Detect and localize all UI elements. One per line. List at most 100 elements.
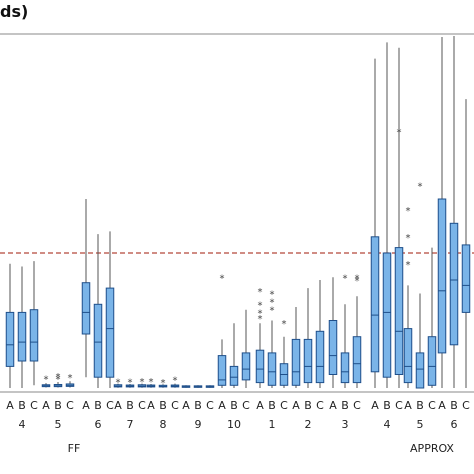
subgroup-label-A: A <box>218 399 226 412</box>
box-APPROX-1-C: * <box>279 319 289 388</box>
box-body <box>267 352 277 386</box>
box-body <box>394 247 404 376</box>
outlier-marker: * <box>56 375 61 386</box>
subgroup-label-B: B <box>18 399 26 412</box>
subgroup-label-A: A <box>147 399 155 412</box>
subgroup-label-C: C <box>106 399 114 412</box>
subgroup-label-B: B <box>416 399 424 412</box>
box-body <box>303 338 313 384</box>
box-FF-8-C: * <box>170 375 180 388</box>
box-APPROX-4-B <box>382 42 392 388</box>
box-body <box>370 236 380 373</box>
box-body <box>415 352 425 389</box>
subgroup-label-A: A <box>371 399 379 412</box>
outlier-marker: * <box>161 378 166 389</box>
subgroup-label-A: A <box>82 399 90 412</box>
box-FF-7-B: * <box>125 378 135 389</box>
box-FF-6-A <box>81 199 91 378</box>
box-FF-10-A: * <box>217 273 227 388</box>
outlier-marker: * <box>406 206 411 217</box>
outlier-marker: * <box>270 298 275 309</box>
subgroup-label-C: C <box>30 399 38 412</box>
subgroup-label-B: B <box>94 399 102 412</box>
outlier-marker: * <box>68 373 73 384</box>
box-APPROX-3-A <box>328 277 338 388</box>
box-body <box>17 311 27 362</box>
box-FF-6-C <box>105 231 115 388</box>
subgroup-label-B: B <box>159 399 167 412</box>
box-APPROX-1-A: **** <box>255 287 265 388</box>
box-FF-4-A <box>5 263 15 388</box>
box-FF-5-C: * <box>65 373 75 388</box>
box-APPROX-5-B: * <box>415 182 425 389</box>
subgroup-label-A: A <box>438 399 446 412</box>
box-body <box>241 352 251 381</box>
subgroup-label-B: B <box>341 399 349 412</box>
outlier-marker: * <box>128 378 133 389</box>
outlier-marker: * <box>258 308 263 319</box>
category-label: 5 <box>55 418 62 431</box>
box-FF-8-A: * <box>146 377 156 388</box>
category-label: 6 <box>451 418 458 431</box>
outlier-marker: * <box>44 375 49 386</box>
outlier-marker: * <box>258 314 263 325</box>
outlier-marker: * <box>397 128 402 139</box>
box-FF-7-C: * <box>137 377 147 388</box>
subgroup-label-C: C <box>66 399 74 412</box>
box-FF-4-B <box>17 266 27 388</box>
category-label: 2 <box>305 418 312 431</box>
box-FF-8-B: * <box>158 378 168 389</box>
subgroup-label-B: B <box>268 399 276 412</box>
outlier-marker: * <box>149 377 154 388</box>
box-FF-7-A: * <box>113 377 123 388</box>
outlier-marker: * <box>140 377 145 388</box>
subgroup-label-A: A <box>42 399 50 412</box>
subgroup-label-C: C <box>206 399 214 412</box>
box-APPROX-6-C <box>461 99 471 388</box>
outlier-marker: * <box>418 182 423 193</box>
box-FF-9-A <box>181 385 191 388</box>
subgroup-label-C: C <box>353 399 361 412</box>
group-label-FF: FF <box>68 442 81 455</box>
subgroup-label-B: B <box>194 399 202 412</box>
outlier-marker: * <box>406 260 411 271</box>
box-body <box>340 352 350 384</box>
subgroup-label-A: A <box>292 399 300 412</box>
subgroup-label-B: B <box>230 399 238 412</box>
subgroup-label-C: C <box>316 399 324 412</box>
box-FF-9-B <box>193 385 203 388</box>
category-label: 4 <box>19 418 26 431</box>
subgroup-label-C: C <box>395 399 403 412</box>
outlier-marker: * <box>56 372 61 383</box>
category-label: 9 <box>195 418 202 431</box>
subgroup-label-A: A <box>182 399 190 412</box>
box-body <box>449 222 459 346</box>
box-APPROX-3-B: * <box>340 273 350 388</box>
subgroup-label-C: C <box>280 399 288 412</box>
outlier-marker: * <box>355 273 360 284</box>
box-APPROX-2-C <box>315 280 325 388</box>
outlier-marker: * <box>270 290 275 301</box>
box-FF-4-C <box>29 261 39 386</box>
subgroup-label-B: B <box>304 399 312 412</box>
box-FF-5-B: ** <box>53 372 63 388</box>
box-APPROX-2-B <box>303 288 313 388</box>
subgroup-label-C: C <box>138 399 146 412</box>
subgroup-label-C: C <box>462 399 470 412</box>
box-body <box>437 198 447 354</box>
box-APPROX-5-C <box>427 247 437 388</box>
box-APPROX-3-C: ** <box>352 273 362 388</box>
box-body <box>403 328 413 384</box>
category-label: 5 <box>417 418 424 431</box>
box-body <box>81 282 91 335</box>
subgroup-label-A: A <box>256 399 264 412</box>
category-label: 6 <box>95 418 102 431</box>
subgroup-label-C: C <box>171 399 179 412</box>
box-body <box>315 330 325 384</box>
category-label: 10 <box>227 418 241 431</box>
subgroup-label-A: A <box>404 399 412 412</box>
outlier-marker: * <box>406 233 411 244</box>
subgroup-label-A: A <box>329 399 337 412</box>
subgroup-label-B: B <box>450 399 458 412</box>
outlier-marker: * <box>282 319 287 330</box>
